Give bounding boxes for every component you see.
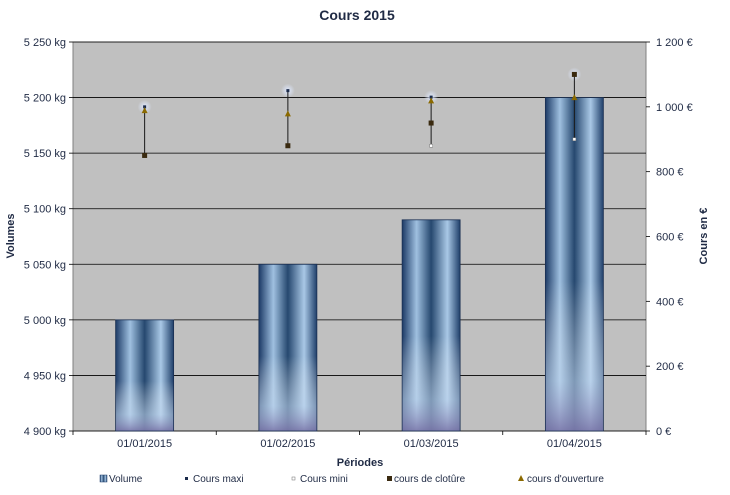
volume-bar-shade: [401, 219, 461, 432]
legend-swatch-cours-ouverture: [518, 475, 524, 481]
legend-label-cours-mini: Cours mini: [300, 474, 348, 485]
y-tick-label: 5 200 kg: [24, 93, 66, 105]
cours-ouverture-marker: [428, 97, 435, 104]
legend: Volume Cours maxi Cours mini cours de cl…: [99, 474, 604, 485]
cours-cloture-marker: [285, 143, 291, 149]
x-axis-title: Périodes: [337, 457, 383, 469]
y-axis-ticks: 4 900 kg 4 950 kg 5 000 kg 5 050 kg 5 100 kg…: [24, 37, 73, 438]
cours-maxi-marker: [429, 95, 433, 99]
legend-swatch-cours-maxi: [185, 477, 188, 480]
legend-label-cours-cloture: cours de clotûre: [394, 474, 466, 485]
legend-label-cours-ouverture: cours d'ouverture: [527, 474, 604, 485]
cours-ouverture-marker: [284, 110, 291, 117]
legend-label-cours-maxi: Cours maxi: [193, 474, 244, 485]
y-tick-label: 5 250 kg: [24, 37, 66, 49]
legend-item-cours-mini[interactable]: Cours mini: [291, 474, 348, 485]
price-markers: [137, 67, 582, 158]
y2-tick-label: 600 €: [656, 232, 684, 244]
y-tick-label: 5 000 kg: [24, 315, 66, 327]
legend-swatch-volume: [99, 474, 108, 483]
cours-cloture-marker: [142, 152, 148, 158]
x-tick-label: 01/03/2015: [404, 438, 459, 450]
cours-ouverture-marker: [141, 107, 148, 114]
volume-bars: [115, 97, 604, 432]
chart-title: Cours 2015: [319, 7, 395, 23]
y2-tick-label: 0 €: [656, 426, 671, 438]
volume-bar-shade: [115, 319, 175, 432]
x-tick-label: 01/02/2015: [260, 438, 315, 450]
cours-maxi-marker: [143, 105, 147, 109]
y-tick-label: 5 100 kg: [24, 204, 66, 216]
volume-bar-shade: [258, 263, 318, 432]
legend-swatch-cours-mini: [291, 476, 296, 481]
y-tick-label: 4 950 kg: [24, 370, 66, 382]
x-tick-label: 01/04/2015: [547, 438, 602, 450]
y-tick-label: 5 150 kg: [24, 148, 66, 160]
y2-tick-label: 1 200 €: [656, 37, 693, 49]
x-tick-label: 01/01/2015: [117, 438, 172, 450]
y2-tick-label: 200 €: [656, 361, 684, 373]
y2-tick-label: 800 €: [656, 167, 684, 179]
volume-bar-shade: [544, 97, 604, 432]
cours-ouverture-marker: [571, 94, 578, 101]
legend-item-cours-maxi[interactable]: Cours maxi: [185, 474, 244, 485]
y2-axis-ticks: 0 € 200 € 400 € 600 € 800 € 1 000 € 1 200 €: [646, 37, 693, 438]
y2-tick-label: 1 000 €: [656, 102, 693, 114]
cours-maxi-marker: [286, 89, 290, 93]
legend-label-volume: Volume: [109, 474, 143, 485]
legend-swatch-cours-cloture: [387, 476, 392, 481]
legend-item-volume[interactable]: Volume: [99, 474, 143, 485]
legend-item-cours-ouverture[interactable]: cours d'ouverture: [518, 474, 604, 485]
y-tick-label: 5 050 kg: [24, 259, 66, 271]
cours-mini-marker: [572, 137, 577, 141]
y-tick-label: 4 900 kg: [24, 426, 66, 438]
cours-cloture-marker: [428, 120, 434, 126]
legend-item-cours-cloture[interactable]: cours de clotûre: [387, 474, 466, 485]
cours-mini-marker: [429, 143, 433, 148]
y2-tick-label: 400 €: [656, 296, 684, 308]
x-axis-ticks: 01/01/2015 01/02/2015 01/03/2015 01/04/2015: [72, 431, 647, 450]
cours-cloture-marker: [571, 71, 577, 77]
y-axis-title: Volumes: [5, 213, 17, 258]
y2-axis-title: Cours en €: [698, 208, 710, 265]
